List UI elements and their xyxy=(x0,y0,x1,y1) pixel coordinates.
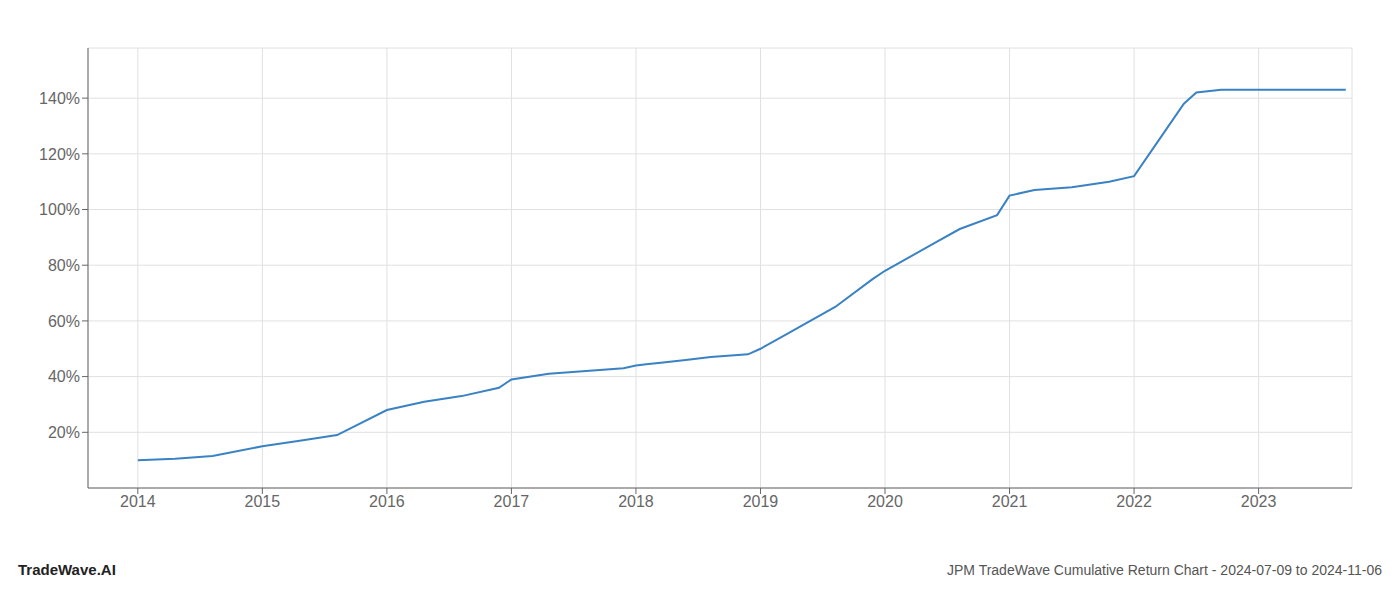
svg-text:20%: 20% xyxy=(48,424,80,441)
svg-text:2019: 2019 xyxy=(743,493,779,510)
svg-text:60%: 60% xyxy=(48,313,80,330)
svg-text:2021: 2021 xyxy=(992,493,1028,510)
svg-text:140%: 140% xyxy=(39,90,80,107)
svg-text:2022: 2022 xyxy=(1116,493,1152,510)
svg-text:2023: 2023 xyxy=(1241,493,1277,510)
svg-text:2014: 2014 xyxy=(120,493,156,510)
svg-text:2015: 2015 xyxy=(245,493,281,510)
svg-text:120%: 120% xyxy=(39,146,80,163)
svg-text:100%: 100% xyxy=(39,201,80,218)
html-text:TradeWave.AI: TradeWave.AI xyxy=(18,561,116,578)
svg-text:2018: 2018 xyxy=(618,493,654,510)
svg-text:40%: 40% xyxy=(48,368,80,385)
svg-text:2020: 2020 xyxy=(867,493,903,510)
svg-text:80%: 80% xyxy=(48,257,80,274)
svg-text:2017: 2017 xyxy=(494,493,530,510)
svg-text:2016: 2016 xyxy=(369,493,405,510)
html-text:JPM TradeWave Cumulative Retur: JPM TradeWave Cumulative Return Chart - … xyxy=(947,562,1382,578)
